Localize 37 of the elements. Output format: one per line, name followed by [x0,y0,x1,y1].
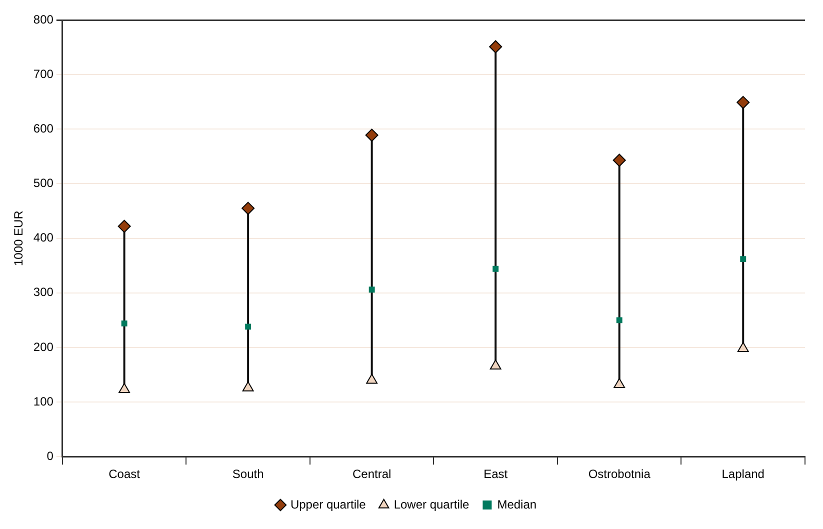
point [616,317,622,324]
point [121,320,128,326]
y-tick-label: 200 [33,340,54,354]
point [118,220,131,233]
y-tick-label: 600 [33,121,54,136]
x-tick-label: East [484,467,508,482]
y-tick-label: 300 [33,285,54,300]
point [492,266,499,272]
x-tick-label: Coast [108,467,141,482]
point [490,360,502,370]
point [736,96,750,109]
legend-label: Lower quartile [394,497,470,512]
x-tick-label: South [232,467,264,482]
point [242,202,255,215]
x-tick-label: Central [352,467,392,482]
x-tick-label: Lapland [722,467,764,482]
x-tick-label: Ostrobotnia [588,467,651,482]
point [366,374,378,384]
point [365,128,378,142]
legend-label: Upper quartile [290,497,366,512]
point [118,382,130,393]
point [614,378,626,388]
y-tick-label: 0 [46,448,54,463]
y-tick-label: 500 [33,176,54,190]
point [368,286,375,293]
y-axis-title: 1000 EUR [12,210,26,266]
y-tick-label: 400 [33,230,54,245]
point [612,154,626,167]
y-tick-label: 800 [33,12,54,26]
legend-label: Median [497,497,537,512]
point [740,256,746,262]
point [242,381,254,392]
point [245,324,252,330]
point [737,342,749,352]
point [489,40,502,54]
y-tick-label: 100 [33,394,54,408]
y-tick-label: 700 [33,66,54,81]
